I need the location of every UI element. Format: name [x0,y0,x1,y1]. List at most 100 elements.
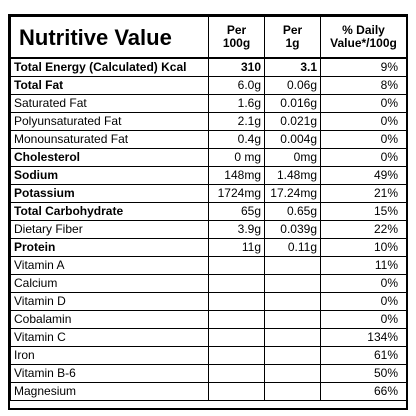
value-per-1g: 1.48mg [264,166,321,185]
daily-value-percent: 0% [320,130,407,149]
daily-value-percent: 50% [320,364,407,383]
value-per-100g [208,364,265,383]
daily-value-percent: 15% [320,202,407,221]
nutrient-name: Vitamin C [10,328,209,347]
nutrient-row: Potassium 1724mg 17.24mg 21% [10,184,407,203]
daily-value-percent: 61% [320,346,407,365]
nutrient-name: Cholesterol [10,148,209,167]
nutrient-name: Total Fat [10,76,209,95]
daily-value-percent: 0% [320,112,407,131]
daily-value-percent: 11% [320,256,407,275]
nutrition-table: Nutritive Value Per 100g Per 1g % Daily … [10,16,407,401]
nutrient-name: Vitamin B-6 [10,364,209,383]
value-per-100g: 65g [208,202,265,221]
daily-value-percent: 0% [320,148,407,167]
value-per-100g [208,382,265,401]
col-header-daily-value: % Daily Value*/100g [320,16,407,59]
nutrient-name: Magnesium [10,382,209,401]
value-per-1g: 0.021g [264,112,321,131]
value-per-100g: 0.4g [208,130,265,149]
value-per-100g: 2.1g [208,112,265,131]
daily-value-percent: 9% [320,57,407,77]
daily-value-percent: 0% [320,292,407,311]
daily-value-percent: 21% [320,184,407,203]
nutrient-row: Iron 61% [10,346,407,365]
nutrient-name: Vitamin A [10,256,209,275]
value-per-1g: 3.1 [264,57,321,77]
value-per-100g: 1.6g [208,94,265,113]
value-per-100g [208,292,265,311]
nutrient-name: Calcium [10,274,209,293]
nutrient-name: Potassium [10,184,209,203]
value-per-100g [208,310,265,329]
value-per-1g [264,382,321,401]
col-header-daily-value-line1: % Daily [342,23,385,37]
value-per-1g [264,292,321,311]
value-per-100g: 0 mg [208,148,265,167]
daily-value-percent: 0% [320,274,407,293]
daily-value-percent: 10% [320,238,407,257]
table-title: Nutritive Value [10,16,209,59]
value-per-1g: 0.65g [264,202,321,221]
value-per-1g [264,256,321,275]
nutrient-name: Saturated Fat [10,94,209,113]
nutrition-facts-panel: Nutritive Value Per 100g Per 1g % Daily … [8,14,408,410]
nutrient-row: Cobalamin 0% [10,310,407,329]
nutrient-row: Total Fat 6.0g 0.06g 8% [10,76,407,95]
value-per-1g: 0.06g [264,76,321,95]
nutrient-name: Dietary Fiber [10,220,209,239]
col-header-per-100g-line2: 100g [222,36,251,50]
nutrient-name: Polyunsaturated Fat [10,112,209,131]
daily-value-percent: 0% [320,94,407,113]
col-header-per-100g-line1: Per [226,23,247,37]
nutrient-row: Cholesterol 0 mg 0mg 0% [10,148,407,167]
value-per-100g: 310 [208,57,265,77]
value-per-1g [264,346,321,365]
nutrient-row: Sodium 148mg 1.48mg 49% [10,166,407,185]
nutrient-name: Vitamin D [10,292,209,311]
col-header-per-1g-line1: Per [282,23,303,37]
col-header-daily-value-line2: Value*/100g [330,36,397,50]
daily-value-percent: 134% [320,328,407,347]
nutrient-name: Cobalamin [10,310,209,329]
nutrient-rows: Total Energy (Calculated) Kcal 310 3.1 9% To… [10,57,407,401]
nutrient-row: Vitamin D 0% [10,292,407,311]
value-per-1g: 0mg [264,148,321,167]
value-per-1g: 0.11g [264,238,321,257]
header-row: Nutritive Value Per 100g Per 1g % Daily … [10,16,407,59]
daily-value-percent: 66% [320,382,407,401]
nutrient-name: Sodium [10,166,209,185]
nutrient-row: Polyunsaturated Fat 2.1g 0.021g 0% [10,112,407,131]
value-per-100g [208,274,265,293]
value-per-100g [208,346,265,365]
nutrient-row: Saturated Fat 1.6g 0.016g 0% [10,94,407,113]
value-per-100g: 1724mg [208,184,265,203]
value-per-1g [264,274,321,293]
nutrient-row: Dietary Fiber 3.9g 0.039g 22% [10,220,407,239]
nutrient-row: Magnesium 66% [10,382,407,401]
value-per-100g: 3.9g [208,220,265,239]
nutrient-name: Iron [10,346,209,365]
daily-value-percent: 49% [320,166,407,185]
col-header-per-1g: Per 1g [264,16,321,59]
value-per-1g: 0.016g [264,94,321,113]
nutrient-row: Vitamin A 11% [10,256,407,275]
nutrient-row: Calcium 0% [10,274,407,293]
nutrient-name: Monounsaturated Fat [10,130,209,149]
value-per-1g [264,364,321,383]
value-per-100g: 148mg [208,166,265,185]
value-per-100g: 6.0g [208,76,265,95]
nutrient-row: Vitamin C 134% [10,328,407,347]
value-per-1g: 0.039g [264,220,321,239]
nutrient-row: Total Energy (Calculated) Kcal 310 3.1 9% [10,57,407,77]
nutrient-row: Vitamin B-6 50% [10,364,407,383]
value-per-1g [264,328,321,347]
nutrient-name: Total Energy (Calculated) Kcal [10,57,209,77]
value-per-100g [208,328,265,347]
nutrient-row: Total Carbohydrate 65g 0.65g 15% [10,202,407,221]
nutrient-row: Protein 11g 0.11g 10% [10,238,407,257]
nutrient-name: Total Carbohydrate [10,202,209,221]
value-per-1g [264,310,321,329]
daily-value-percent: 8% [320,76,407,95]
nutrient-row: Monounsaturated Fat 0.4g 0.004g 0% [10,130,407,149]
